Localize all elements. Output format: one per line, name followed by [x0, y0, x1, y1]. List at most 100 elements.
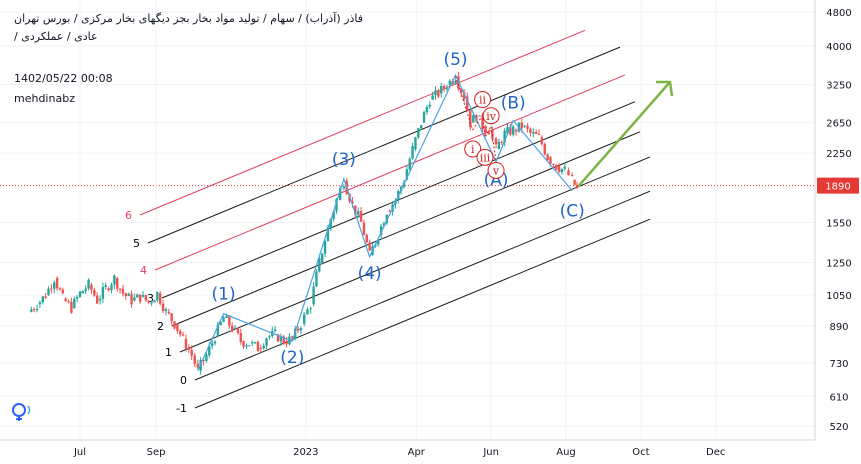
- candle-body: [506, 127, 509, 134]
- candle-body: [567, 170, 570, 176]
- candle-body: [497, 141, 501, 150]
- candle-body: [32, 309, 36, 311]
- candle-body: [320, 253, 324, 263]
- candle-body: [144, 295, 148, 301]
- candle-body: [296, 328, 300, 331]
- pitchfork-level-label: 5: [133, 237, 140, 250]
- subwave-label: v: [492, 164, 500, 177]
- candle-body: [365, 234, 368, 243]
- candle-body: [472, 115, 475, 123]
- time-axis[interactable]: Jul Sep 2023 Apr Jun Aug Oct Dec: [73, 447, 725, 458]
- candle-body: [487, 132, 490, 135]
- candle-body: [563, 166, 566, 169]
- candle-body: [484, 126, 487, 133]
- projection-arrow: [577, 80, 674, 188]
- time-tick-label: Apr: [408, 447, 426, 458]
- candle-body: [425, 106, 429, 113]
- candle-body: [291, 336, 294, 338]
- candle-body: [95, 295, 99, 304]
- candle-body: [196, 363, 200, 368]
- pitchfork-line: [139, 29, 586, 216]
- candle-body: [557, 165, 561, 173]
- candle-body: [534, 131, 538, 134]
- pitchfork-level-label: 2: [157, 320, 164, 333]
- subwave-circle: [482, 107, 500, 125]
- candle-body: [239, 333, 242, 343]
- pitchfork-level-label: 3: [147, 292, 154, 305]
- candle-body: [431, 95, 434, 100]
- candle-body: [478, 115, 481, 117]
- candle-body: [273, 329, 277, 331]
- subwave-label: iii: [480, 151, 491, 164]
- candle-body: [107, 288, 110, 291]
- time-tick-label: 2023: [293, 447, 318, 458]
- candle-body: [30, 309, 33, 312]
- candle-body: [537, 133, 541, 135]
- candle-body: [213, 341, 217, 344]
- candle-body: [121, 288, 125, 294]
- time-tick-label: Oct: [632, 447, 649, 458]
- candle-body: [460, 88, 463, 93]
- wave-lines: [197, 73, 573, 371]
- time-tick-label: Jun: [482, 447, 499, 458]
- candle-body: [84, 288, 87, 291]
- candle-body: [184, 338, 188, 349]
- candle-body: [329, 219, 332, 229]
- wave-label: (1): [212, 285, 236, 305]
- candle-body: [230, 325, 234, 332]
- subwave-circle: [464, 140, 482, 158]
- candle-body: [90, 284, 93, 290]
- candle-body: [130, 293, 133, 305]
- candle-body: [127, 293, 130, 297]
- subwave-label: ii: [479, 94, 487, 107]
- candle-body: [61, 289, 65, 294]
- candle-body: [512, 126, 515, 135]
- candle-body: [167, 311, 170, 314]
- candle-body: [306, 309, 309, 315]
- candle-body: [101, 287, 105, 299]
- tradingview-logo-icon[interactable]: [8, 398, 34, 424]
- candle-body: [233, 327, 237, 329]
- wave-label: (5): [443, 50, 467, 70]
- candle-body: [208, 346, 211, 356]
- candle-body: [50, 288, 53, 290]
- candle-body: [158, 293, 162, 304]
- candle-body: [428, 105, 431, 107]
- candle-body: [205, 354, 208, 361]
- candle-body: [210, 343, 214, 347]
- candle-body: [560, 168, 564, 173]
- candle-body: [356, 211, 360, 215]
- candle-body: [236, 327, 240, 334]
- price-tick-label: 4000: [826, 42, 851, 53]
- candle-body: [81, 290, 85, 294]
- candle-body: [523, 125, 526, 127]
- candle-body: [225, 316, 228, 318]
- candle-body: [245, 345, 248, 347]
- candle-body: [543, 144, 546, 155]
- symbol-title-line2: عادی / عملکردی /: [14, 30, 98, 43]
- pitchfork-level-label: 6: [125, 209, 132, 222]
- candle-body: [179, 330, 182, 335]
- candle-body: [242, 341, 245, 347]
- candle-body: [503, 130, 506, 143]
- candle-body: [70, 301, 73, 313]
- author-name: mehdinabz: [14, 92, 75, 105]
- candle-body: [276, 334, 280, 342]
- candle-body: [44, 296, 47, 299]
- candle-body: [368, 242, 371, 251]
- candle-body: [47, 288, 50, 296]
- pitchfork-level-label: -1: [176, 402, 187, 415]
- subwave-path: [455, 76, 497, 162]
- candle-body: [509, 127, 512, 135]
- wave-label: (C): [560, 202, 585, 222]
- price-axis[interactable]: 5206107308901050125015502250265032504000…: [0, 0, 859, 441]
- candle-body: [570, 175, 574, 177]
- candle-body: [309, 308, 312, 310]
- wave-label: (3): [332, 150, 356, 170]
- candle-body: [354, 205, 357, 215]
- candle-body: [219, 321, 222, 325]
- elliott-wave-path: [197, 73, 573, 371]
- candle-body: [318, 258, 321, 272]
- candle-body: [110, 284, 113, 291]
